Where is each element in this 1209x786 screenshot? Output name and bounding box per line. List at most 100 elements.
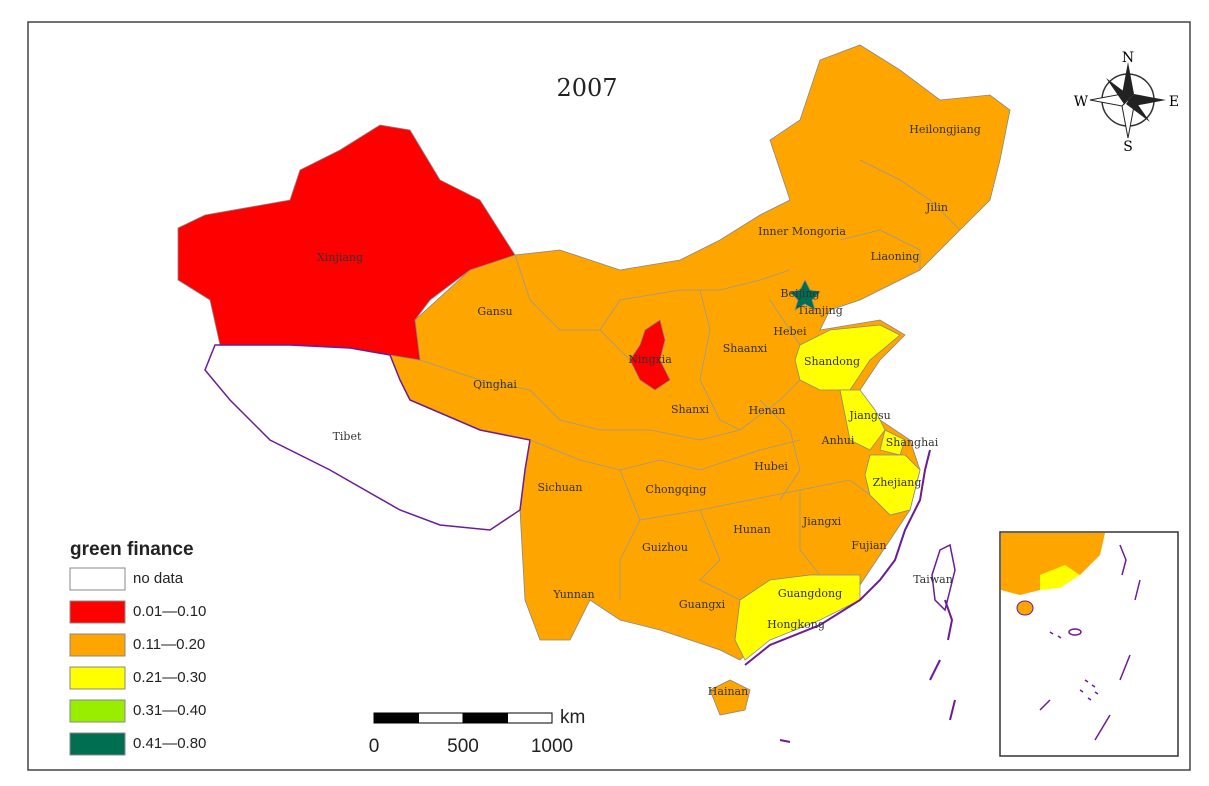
region-label: Zhejiang [873,476,922,489]
scale-label: 1000 [531,736,573,757]
legend-swatch [69,666,126,690]
island [944,599,954,641]
border [699,289,801,431]
inset-land [1001,533,1105,595]
border [859,159,961,231]
region-label: Yunnan [552,588,594,601]
border [529,439,801,471]
region-label: Chongqing [646,483,707,496]
region-label: Xinjiang [317,251,363,264]
region-label: Sichuan [537,481,582,494]
compass: N S E W [1074,50,1179,155]
region-label: Shaanxi [723,342,768,355]
inset-islands [1049,631,1099,701]
region-label: Jiangxi [802,515,842,528]
compass-point [1106,78,1130,104]
inset-land [1040,565,1080,590]
region-label: Tianjing [797,304,843,317]
coastline [744,449,931,666]
region [864,454,921,516]
legend-swatch [69,567,126,591]
border [619,469,641,600]
compass-e: E [1169,94,1179,110]
compass-w: W [1074,94,1089,110]
compass-s: S [1123,139,1133,155]
map-title: 2007 [556,74,617,102]
region [709,679,751,716]
inset-island [1134,579,1141,601]
region-label: Liaoning [871,250,920,263]
region-label: Guizhou [642,541,688,554]
region-label: Hainan [708,685,748,698]
region-label: Jiangsu [848,409,890,422]
legend-swatch [69,732,126,756]
region [931,543,956,612]
region-label: Hubei [754,460,788,473]
scale-bar: km 0 500 1000 [369,707,586,757]
border [699,509,741,601]
region-label: Gansu [477,305,512,318]
region-label: Beijing [780,287,819,300]
region-label: Hongkong [767,618,825,631]
legend-swatch [69,699,126,723]
border [769,299,801,346]
legend-label: 0.21—0.30 [133,669,206,686]
region-label: Hunan [733,523,770,536]
compass-point [1128,94,1166,106]
inset-island [1039,699,1051,711]
scale-segment [462,712,508,724]
island [949,699,956,721]
region-label: Jilin [925,201,948,214]
border [839,229,921,270]
region-label: Shanghai [886,436,939,449]
region-label: Heilongjiang [909,123,981,136]
inset-island [1016,600,1034,616]
scale-unit: km [560,707,585,728]
scale-label: 500 [447,736,479,757]
legend-swatch [69,633,126,657]
compass-point [1122,62,1134,100]
inset-island [1119,654,1131,681]
inset-island [1119,544,1127,576]
region-label: Shanxi [671,403,709,416]
border [799,490,860,576]
region [794,324,901,391]
region-label: Inner Mongoria [758,225,846,238]
legend-label: no data [133,570,184,587]
border [639,479,871,521]
regions [177,44,1011,716]
inset-island [1068,628,1082,636]
legend-title: green finance [70,539,194,560]
province-borders [419,159,961,601]
border [759,399,801,501]
region-label: Anhui [821,434,855,447]
region-label: Shandong [804,355,860,368]
inset-island [1094,714,1111,741]
compass-point [1126,96,1150,122]
legend-label: 0.31—0.40 [133,702,206,719]
scale-label: 0 [369,736,380,757]
region [839,389,886,451]
region-label: Fujian [851,539,886,552]
region-label: Henan [749,404,786,417]
island [929,659,941,681]
scale-segment [373,712,419,724]
compass-n: N [1122,50,1134,66]
island [779,739,791,743]
region-label: Guangdong [778,587,842,600]
inset [999,531,1179,757]
scale-segment [507,712,553,724]
legend-label: 0.41—0.80 [133,735,206,752]
border [514,254,631,361]
legend-label: 0.11—0.20 [133,636,205,653]
region [204,344,531,531]
legend-label: 0.01—0.10 [133,603,206,620]
region [789,279,821,311]
scale-segment [418,712,464,724]
region-label: Guangxi [679,598,726,611]
region [629,319,671,391]
region [734,574,861,661]
region-label: Taiwan [913,573,953,586]
